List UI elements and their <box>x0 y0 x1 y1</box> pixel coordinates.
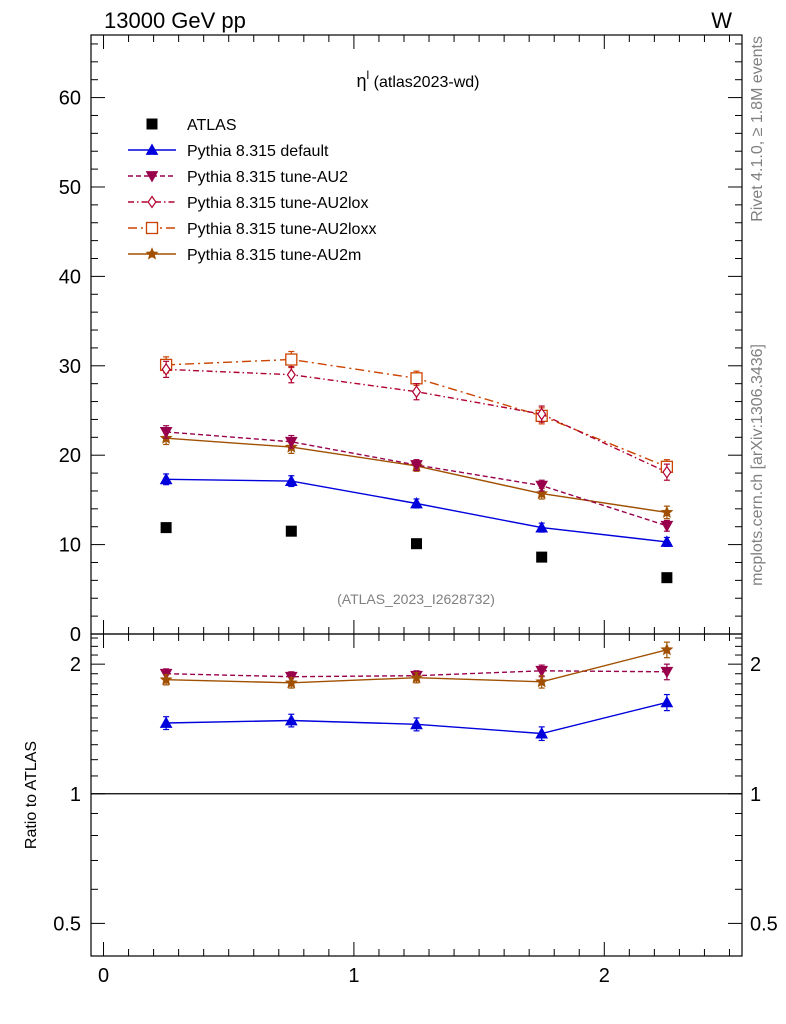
legend-au2m-marker <box>145 247 159 260</box>
series-atlas-point <box>160 522 172 534</box>
ratio-y-tick-label-left: 0.5 <box>53 913 81 935</box>
ratio-panel-series <box>159 641 674 742</box>
main-panel-series <box>159 350 674 584</box>
ratio-y-tick-label-left: 2 <box>70 654 81 676</box>
ratio-y-tick-label-right: 1 <box>750 784 761 806</box>
series-au2loxx-point <box>410 372 423 385</box>
series-au2-point <box>284 436 298 449</box>
y-tick-label: 60 <box>59 88 81 110</box>
ratio-y-tick-label-left: 1 <box>70 784 81 806</box>
series-au2loxx-point <box>285 353 298 366</box>
series-au2-point <box>660 520 674 533</box>
legend-default-marker <box>145 143 159 155</box>
legend-au2lox-label: Pythia 8.315 tune-AU2lox <box>187 195 368 212</box>
mcplots-credit-label: mcplots.cern.ch [arXiv:1306.3436] <box>749 344 766 586</box>
plot-title: ηl (atlas2023-wd) <box>357 68 480 91</box>
legend-default-label: Pythia 8.315 default <box>187 143 329 160</box>
rivet-version-label: Rivet 4.1.0, ≥ 1.8M events <box>749 36 766 222</box>
plot-title-rest: (atlas2023-wd) <box>369 74 479 91</box>
legend-au2loxx-label: Pythia 8.315 tune-AU2loxx <box>187 221 376 238</box>
ratio-panel-axes: 0 1 2 0.5 0.5 1 1 2 2 <box>53 633 778 987</box>
y-tick-label: 10 <box>59 535 81 557</box>
ratio-au2-point <box>535 665 549 678</box>
series-au2-point <box>410 460 423 472</box>
ratio-y-axis-label: Ratio to ATLAS <box>23 741 40 849</box>
ratio-au2m-point <box>535 674 549 688</box>
header-right: W <box>711 8 732 33</box>
series-default-line <box>166 478 667 543</box>
legend-au2-label: Pythia 8.315 tune-AU2 <box>187 169 348 186</box>
plot-title-superscript: l <box>367 68 370 82</box>
series-au2m-point <box>660 505 674 518</box>
x-tick-label: 2 <box>599 965 610 987</box>
series-default-point <box>535 521 549 533</box>
series-default-point <box>660 535 674 547</box>
series-atlas-point <box>661 572 673 584</box>
ratio-au2m-point <box>159 672 173 686</box>
series-au2lox-line <box>166 368 668 473</box>
y-tick-label: 40 <box>59 266 81 288</box>
ratio-panel-frame <box>90 633 743 957</box>
ratio-default-point <box>535 727 549 739</box>
legend-atlas-label: ATLAS <box>187 117 237 134</box>
series-au2lox-point <box>411 385 422 399</box>
ratio-au2m-point <box>284 676 298 689</box>
ratio-y-tick-label-right: 0.5 <box>750 913 778 935</box>
y-tick-label: 50 <box>59 177 81 199</box>
ratio-au2-point <box>660 666 674 679</box>
x-tick-label: 0 <box>98 965 109 987</box>
ratio-y-tick-label-right: 2 <box>750 654 761 676</box>
series-atlas-point <box>411 538 422 550</box>
series-atlas-point <box>536 551 548 563</box>
ratio-au2m-point <box>410 670 423 684</box>
main-panel-axes: 10 20 30 40 50 60 0 <box>59 34 743 646</box>
legend-au2m-label: Pythia 8.315 tune-AU2m <box>187 247 361 264</box>
y-tick-label: 20 <box>59 445 81 467</box>
x-tick-label: 1 <box>348 965 359 987</box>
ratio-default-point <box>284 713 298 726</box>
series-au2lox-point <box>161 362 171 376</box>
legend-atlas-marker <box>146 118 158 130</box>
legend: ATLAS Pythia 8.315 default Pythia 8.315 tu… <box>128 117 376 264</box>
series-au2-line <box>166 431 668 527</box>
ratio-default-point <box>660 695 674 708</box>
ratio-default-point <box>159 716 173 728</box>
series-default-point <box>159 472 173 485</box>
legend-au2loxx-marker <box>145 221 159 235</box>
plot-title-symbol: η <box>357 71 367 91</box>
series-au2lox-point <box>286 368 296 382</box>
series-au2-point <box>159 427 173 439</box>
ratio-au2m-point <box>660 642 674 656</box>
ratio-default-point <box>410 717 423 730</box>
series-au2lox-point <box>537 407 547 421</box>
legend-au2-marker <box>145 171 159 183</box>
series-default-point <box>284 474 298 487</box>
y-tick-label-zero: 0 <box>70 624 81 646</box>
analysis-watermark: (ATLAS_2023_I2628732) <box>337 591 495 607</box>
series-au2-point <box>535 480 549 493</box>
series-atlas-point <box>285 525 297 537</box>
series-default-point <box>410 496 423 509</box>
header-left: 13000 GeV pp <box>104 8 246 33</box>
series-au2m-point <box>535 486 549 500</box>
legend-au2lox-marker <box>147 195 157 209</box>
y-tick-label: 30 <box>59 356 81 378</box>
series-au2lox-point <box>662 465 672 479</box>
